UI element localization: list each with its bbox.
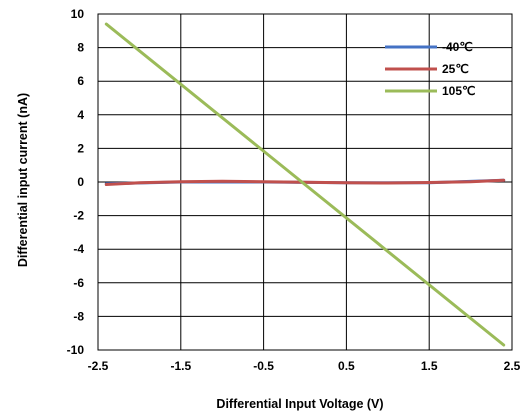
series-line-2 bbox=[104, 22, 506, 347]
y-tick-label: -10 bbox=[67, 343, 85, 357]
legend: -40℃ 25℃ 105℃ bbox=[385, 40, 476, 98]
x-axis-ticks: -2.5 -1.5 -0.5 0.5 1.5 2.5 bbox=[88, 359, 521, 373]
legend-label-2: 105℃ bbox=[442, 84, 476, 98]
x-tick-label: 0.5 bbox=[338, 359, 355, 373]
legend-label-0: -40℃ bbox=[442, 40, 473, 54]
x-tick-label: -0.5 bbox=[253, 359, 274, 373]
legend-label-1: 25℃ bbox=[442, 62, 469, 76]
series-lines bbox=[104, 22, 506, 347]
x-tick-label: -2.5 bbox=[88, 359, 109, 373]
y-tick-label: 6 bbox=[77, 74, 84, 88]
y-tick-label: -6 bbox=[73, 276, 84, 290]
y-tick-label: 8 bbox=[77, 41, 84, 55]
y-axis-title: Differential input current (nA) bbox=[16, 93, 30, 267]
y-tick-label: -2 bbox=[73, 209, 84, 223]
y-tick-label: -4 bbox=[73, 242, 84, 256]
x-tick-label: -1.5 bbox=[170, 359, 191, 373]
y-axis-ticks: 10 8 6 4 2 0 -2 -4 -6 -8 -10 bbox=[67, 7, 85, 357]
x-tick-label: 1.5 bbox=[421, 359, 438, 373]
series-line-1 bbox=[104, 178, 506, 186]
x-axis-title: Differential Input Voltage (V) bbox=[216, 397, 383, 411]
y-tick-label: 2 bbox=[77, 141, 84, 155]
x-tick-label: 2.5 bbox=[504, 359, 521, 373]
y-tick-label: 4 bbox=[77, 108, 84, 122]
y-tick-label: 0 bbox=[77, 175, 84, 189]
y-tick-label: -8 bbox=[73, 309, 84, 323]
y-tick-label: 10 bbox=[71, 7, 85, 21]
